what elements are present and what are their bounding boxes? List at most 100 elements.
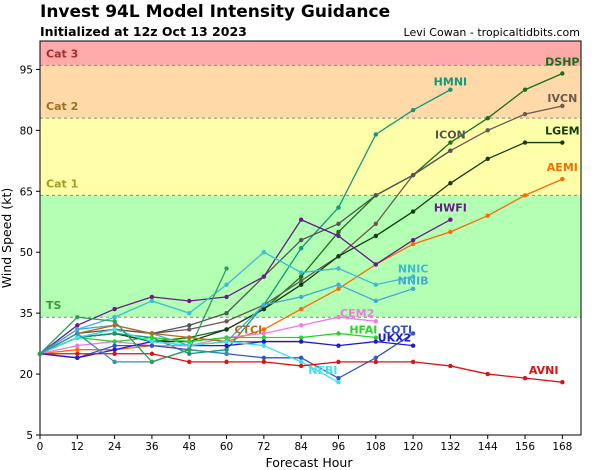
data-point-ukx2 (75, 355, 80, 361)
plot-area: TS Cat 1 Cat 2 Cat 3 0 12 24 36 48 60 72 84 96 108 120… (20, 40, 582, 453)
series-label-hmni: HMNI (434, 76, 467, 89)
series-line-hmni (39, 89, 451, 355)
data-point-dshp (336, 229, 341, 235)
band-cat-3 (40, 41, 581, 66)
band-cat-1 (40, 118, 581, 196)
data-point-lgem (373, 233, 378, 239)
data-point-lgem (485, 156, 490, 161)
data-point-avni (224, 359, 229, 365)
data-point-nnic (336, 266, 341, 271)
series-line-icon (39, 150, 451, 355)
data-point-avni (485, 371, 490, 377)
data-point-unlabeled-17 (187, 347, 192, 352)
data-point-cem2 (261, 331, 267, 336)
data-point-icon (410, 172, 416, 178)
data-point-ukx2 (298, 339, 304, 344)
data-point-hmni (373, 132, 378, 137)
data-point-nfbi (112, 327, 117, 332)
data-point-hfai (261, 335, 267, 340)
data-point-coti (112, 343, 117, 348)
data-point-nfbi (224, 339, 229, 344)
data-point-ukx2 (373, 339, 378, 344)
x-tick-label: 0 (37, 441, 44, 453)
data-point-ivcn (522, 111, 528, 117)
data-point-aemi (522, 193, 528, 198)
data-point-cem2 (298, 323, 304, 328)
series-label-hfai: HFAI (349, 323, 377, 336)
data-point-hmni (336, 205, 341, 210)
series-label-nnib: NNIB (398, 275, 429, 288)
data-point-aemi (410, 241, 416, 247)
x-tick-label: 12 (71, 441, 84, 453)
data-point-avni (336, 359, 341, 365)
data-point-aemi (560, 176, 565, 182)
data-point-hfai (224, 335, 229, 340)
data-point-hwfi (410, 237, 416, 243)
data-point-lgem (448, 180, 453, 186)
data-point-dshp (448, 140, 453, 145)
y-tick-label: 35 (20, 308, 33, 320)
data-point-hmni (224, 347, 229, 352)
data-point-coti (149, 343, 155, 348)
series-label-dshp: DSHP (545, 55, 579, 68)
data-point-unlabeled-17 (75, 315, 80, 320)
data-point-avni (261, 359, 267, 365)
data-point-nnic (373, 282, 378, 287)
data-point-ivcn (187, 327, 192, 332)
x-tick-label: 108 (366, 441, 386, 453)
series-line-hwfi (39, 218, 451, 355)
chart-credit: Levi Cowan - tropicaltidbits.com (404, 26, 580, 39)
series-line-unlabeled-17 (39, 268, 228, 363)
data-point-nnib (75, 327, 80, 332)
data-point-hfai (373, 335, 378, 340)
data-point-avni (373, 359, 378, 365)
data-point-hwfi (373, 262, 378, 267)
data-point-ukx2 (336, 343, 341, 348)
data-point-ukx2 (224, 343, 229, 348)
x-tick-label: 120 (403, 441, 423, 453)
data-point-nnib (373, 298, 378, 304)
data-point-hmni (410, 107, 416, 113)
data-point-dshp (560, 71, 565, 76)
data-point-hwfi (298, 217, 304, 222)
data-point-ivcn (224, 319, 229, 324)
data-point-hwfi (261, 274, 267, 279)
series-label-ivcn: IVCN (547, 92, 577, 105)
data-point-lgem (298, 282, 304, 287)
series-label-nfbi: NFBI (308, 364, 337, 377)
data-point-hwfi (448, 217, 453, 222)
series-line-cem2 (39, 316, 376, 355)
data-point-aemi (336, 286, 341, 291)
data-point-ivcn (298, 278, 304, 283)
data-point-lgem (336, 254, 341, 259)
x-tick-label: 72 (257, 441, 270, 453)
x-tick-label: 36 (145, 441, 159, 453)
data-point-cem2 (75, 343, 80, 348)
data-point-hwfi (224, 294, 229, 300)
data-point-avni (522, 375, 528, 381)
data-point-avni (298, 363, 304, 369)
band-label-cat-2: Cat 2 (46, 100, 78, 113)
band-label-cat-3: Cat 3 (46, 47, 78, 60)
data-point-ctci (149, 331, 155, 336)
data-point-nnib (261, 302, 267, 308)
x-tick-label: 24 (108, 441, 122, 453)
data-point-icon (298, 237, 304, 243)
data-point-cem2 (336, 315, 341, 320)
data-point-hfai (149, 335, 155, 340)
data-point-icon (373, 193, 378, 198)
band-ts (40, 195, 581, 318)
data-point-aemi (448, 229, 453, 235)
data-point-icon (187, 323, 192, 328)
data-point-dshp (522, 87, 528, 92)
data-point-avni (448, 363, 453, 369)
data-point-avni (149, 351, 155, 356)
series-line-ctci (39, 324, 302, 355)
data-point-unlabeled-17 (149, 359, 155, 365)
data-point-nnic (261, 250, 267, 255)
x-tick-label: 84 (294, 441, 308, 453)
band-cat-2 (40, 65, 581, 119)
data-point-ctci (187, 335, 192, 340)
data-point-hwfi (112, 306, 117, 312)
data-point-nnic (410, 274, 416, 279)
